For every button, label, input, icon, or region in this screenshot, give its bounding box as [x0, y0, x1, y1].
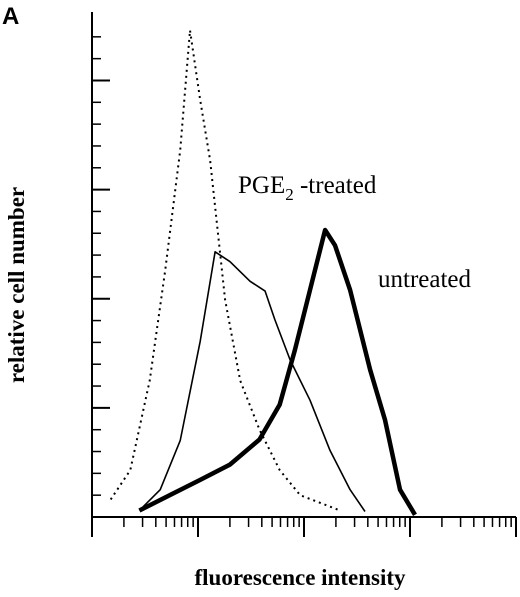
x-axis-label: fluorescence intensity — [194, 565, 406, 590]
annotation: untreated — [378, 266, 472, 293]
annotation-subscript: 2 — [285, 185, 294, 204]
annotation-text: -treated — [294, 172, 377, 199]
panel-label: A — [2, 3, 19, 30]
histogram-curve — [138, 251, 366, 512]
annotation-text: untreated — [378, 266, 472, 293]
y-axis-label: relative cell number — [4, 187, 29, 383]
annotation-text: PGE — [238, 172, 285, 199]
annotation: PGE2 -treated — [238, 172, 377, 204]
histogram-curve — [138, 227, 417, 516]
histogram-curve — [109, 29, 341, 512]
